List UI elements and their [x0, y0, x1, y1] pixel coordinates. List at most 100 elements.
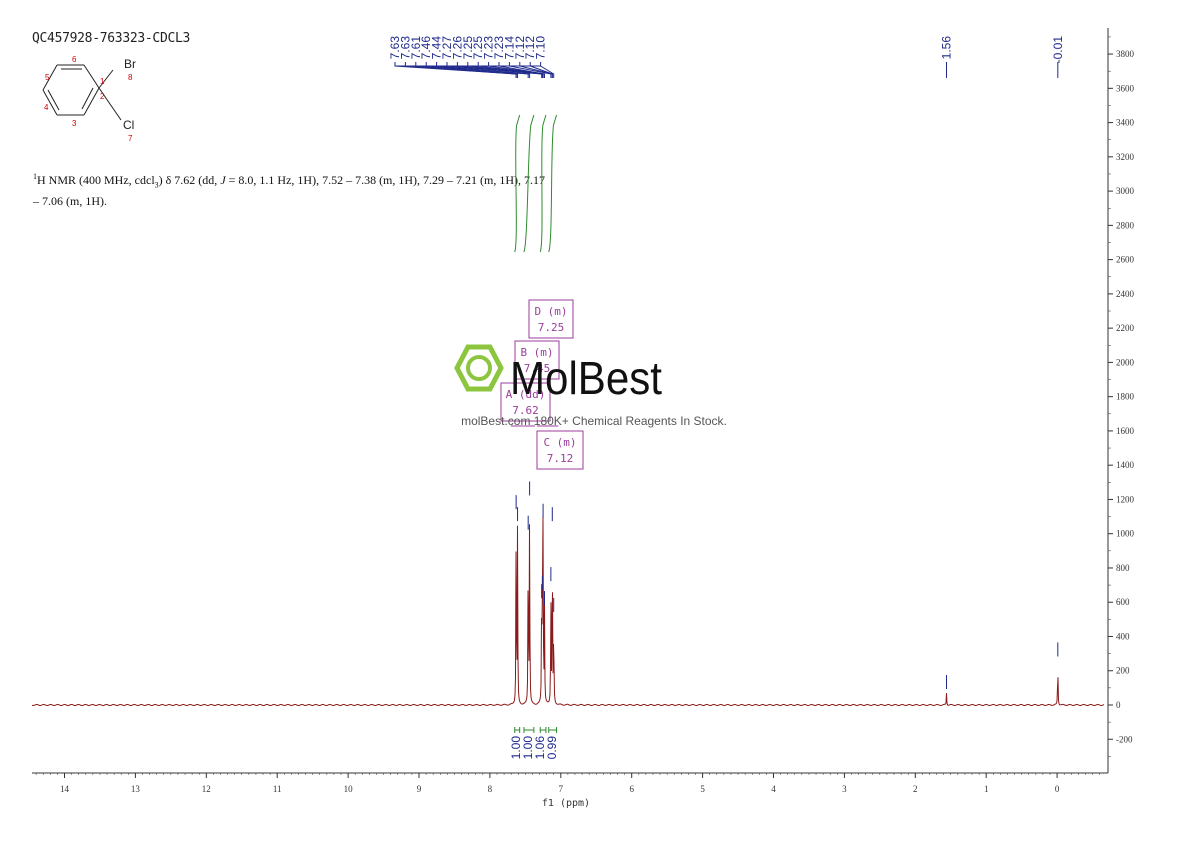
spectrum-trace [31, 516, 1105, 707]
y-tick-label: 3200 [1116, 152, 1135, 162]
x-tick-label: 14 [60, 784, 70, 794]
multiplet-box [528, 299, 574, 339]
y-tick-label: 1400 [1116, 460, 1135, 470]
atom-number-2: 2 [100, 92, 105, 101]
peak-label-leader [415, 62, 519, 78]
peak-label-group: 7.637.637.617.467.447.277.267.257.257.23… [388, 36, 1065, 78]
peak-label-leader [425, 62, 529, 78]
integral-value: 1.06 [533, 736, 547, 760]
x-tick-label: 10 [344, 784, 354, 794]
y-tick-label: 1000 [1116, 529, 1135, 539]
peak-label-leader [498, 62, 545, 78]
peak-label: 7.27 [440, 36, 454, 60]
multiplet-name: A (dd) [506, 388, 546, 401]
x-tick-label: 13 [131, 784, 141, 794]
y-tick-label: 2600 [1116, 255, 1135, 265]
atom-number-5: 5 [45, 73, 50, 82]
atom-number-4: 4 [44, 103, 49, 112]
x-axis-ticks: 14 13 12 11 10 9 8 7 6 5 4 3 2 1 0 [35, 773, 1100, 794]
peak-label-leader [529, 62, 553, 78]
integral-curve [523, 114, 535, 253]
y-tick-label: 800 [1116, 563, 1130, 573]
peak-label-leader [436, 62, 531, 78]
peak-label-leader [477, 62, 544, 78]
multiplet-boxes: D (m) 7.25 B (m) 7.45 A (dd) 7.62 C (m) 7.12 [500, 299, 584, 470]
x-tick-label: 8 [488, 784, 493, 794]
atom-number-1: 1 [100, 77, 105, 86]
y-tick-label: 600 [1116, 597, 1130, 607]
y-tick-label: 2000 [1116, 357, 1135, 367]
y-tick-label: 2200 [1116, 323, 1135, 333]
watermark-tagline: molBest.com 180K+ Chemical Reagents In S… [461, 414, 727, 428]
y-tick-label: 3600 [1116, 83, 1135, 93]
peak-label: -0.01 [1051, 36, 1065, 64]
peak-label: 7.10 [534, 36, 548, 60]
y-tick-label: 3800 [1116, 49, 1135, 59]
y-axis-ticks: -200 0 200 400 600 800 1000 1200 1400 1600 1800 200… [1108, 36, 1135, 757]
peak-label: 7.12 [513, 36, 527, 60]
watermark-brand: MolBest [510, 352, 662, 404]
y-tick-label: 200 [1116, 666, 1130, 676]
peak-label-leader [446, 62, 543, 78]
y-tick-label: 0 [1116, 700, 1121, 710]
atom-number-8: 8 [128, 73, 133, 82]
y-tick-label: 2400 [1116, 289, 1135, 299]
x-tick-label: 3 [842, 784, 847, 794]
atom-number-3: 3 [72, 119, 77, 128]
y-tick-label: 1800 [1116, 392, 1135, 402]
multiplet-box [536, 430, 584, 470]
integral-curves [514, 114, 558, 253]
peak-label: 7.46 [419, 36, 433, 60]
multiplet-box [500, 382, 551, 422]
integral-value: 0.99 [545, 736, 559, 760]
multiplet-shift: 7.62 [512, 404, 539, 417]
y-tick-label: -200 [1116, 734, 1133, 744]
y-tick-label: 2800 [1116, 220, 1135, 230]
atom-number-7: 7 [128, 134, 133, 143]
peak-label: 7.63 [398, 36, 412, 60]
multiplet-box [514, 340, 560, 380]
peak-label: 7.25 [471, 36, 485, 60]
peak-label: 7.12 [523, 36, 537, 60]
peak-label-leader [540, 62, 555, 78]
peak-label: 7.14 [502, 36, 516, 60]
x-tick-label: 9 [417, 784, 422, 794]
y-tick-label: 400 [1116, 631, 1130, 641]
integral-value-group: 1.001.001.060.99 [509, 727, 559, 759]
x-tick-label: 5 [700, 784, 705, 794]
y-tick-label: 1600 [1116, 426, 1135, 436]
x-tick-label: 6 [629, 784, 634, 794]
multiplet-shift: 7.25 [538, 321, 565, 334]
y-tick-label: 3400 [1116, 118, 1135, 128]
x-tick-label: 11 [273, 784, 282, 794]
multiplet-name: D (m) [534, 305, 567, 318]
peak-label-leader [508, 62, 552, 78]
sample-id: QC457928-763323-CDCL3 [32, 31, 191, 46]
integral-curve [539, 114, 547, 253]
integral-curve [548, 114, 558, 253]
watermark: MolBest molBest.com 180K+ Chemical Reage… [454, 344, 727, 428]
x-tick-label: 12 [202, 784, 211, 794]
x-axis-title: f1 (ppm) [542, 798, 590, 809]
atom-number-6: 6 [72, 55, 77, 64]
x-tick-label: 4 [771, 784, 776, 794]
chlorine-label: Cl [123, 118, 134, 132]
peak-label: 7.44 [430, 36, 444, 60]
peak-label: 7.23 [492, 36, 506, 60]
integral-value: 1.00 [521, 736, 535, 760]
molecule-structure [42, 64, 122, 121]
peak-label: 7.23 [482, 36, 496, 60]
peak-label: 7.61 [409, 36, 423, 60]
peak-label: 7.25 [461, 36, 475, 60]
y-tick-label: 1200 [1116, 494, 1135, 504]
peak-label-leader [456, 62, 543, 78]
peak-marker-group [515, 481, 1059, 690]
x-tick-label: 0 [1055, 784, 1060, 794]
x-tick-label: 7 [559, 784, 564, 794]
x-tick-label: 1 [984, 784, 989, 794]
molbest-logo-icon [454, 344, 504, 392]
bromine-label: Br [124, 57, 136, 71]
peak-label: 7.26 [450, 36, 464, 60]
multiplet-shift: 7.45 [524, 362, 551, 375]
